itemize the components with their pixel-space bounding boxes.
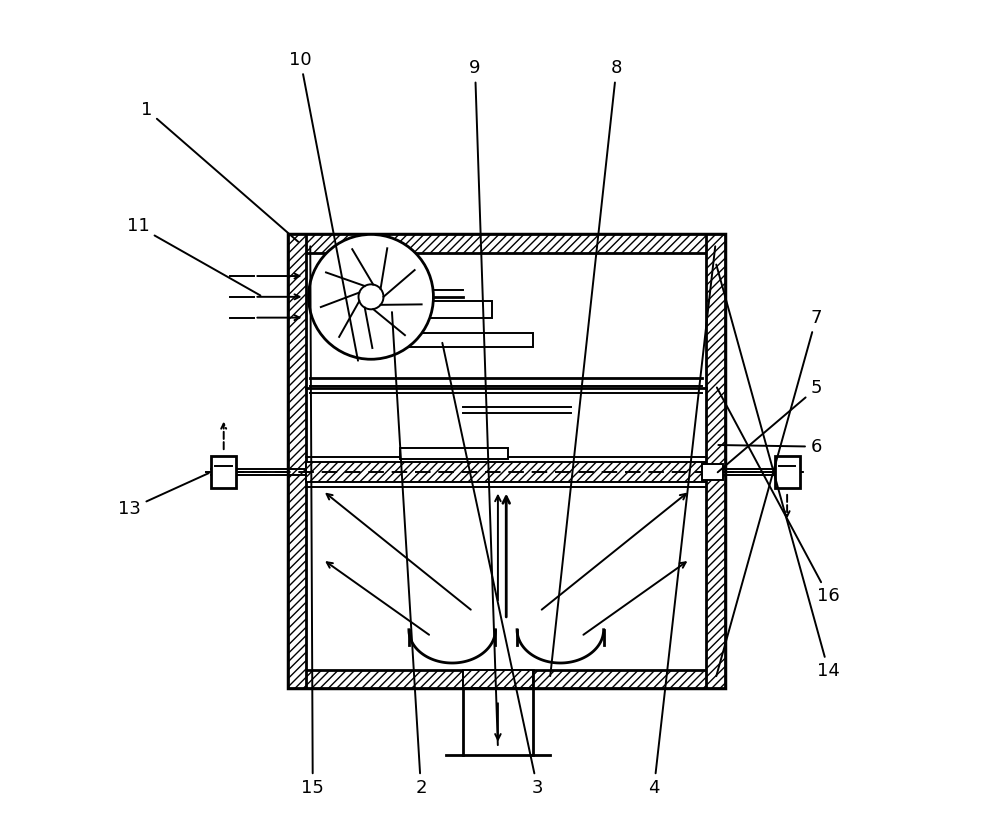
Text: 11: 11 (127, 217, 260, 296)
Circle shape (359, 285, 383, 309)
Text: 1: 1 (141, 100, 298, 242)
Text: 16: 16 (717, 387, 840, 605)
Text: 7: 7 (716, 309, 822, 676)
Bar (288, 235, 306, 688)
Text: 9: 9 (469, 59, 498, 745)
Bar (350, 301, 492, 317)
Bar (463, 670, 533, 688)
Bar (288, 235, 725, 688)
Text: 8: 8 (550, 59, 622, 676)
Bar (400, 448, 508, 459)
Bar (288, 670, 725, 688)
Bar (306, 462, 706, 483)
Text: 14: 14 (716, 265, 840, 681)
Text: 2: 2 (392, 312, 427, 797)
Text: 5: 5 (718, 379, 822, 473)
Text: 6: 6 (718, 438, 822, 456)
Bar (702, 463, 723, 480)
Text: 15: 15 (301, 246, 324, 797)
Text: 3: 3 (442, 343, 543, 797)
Text: 4: 4 (648, 246, 715, 797)
Bar (211, 456, 236, 488)
Bar (288, 235, 725, 253)
Bar (375, 333, 533, 347)
Bar (288, 235, 725, 253)
Bar (706, 235, 725, 688)
Circle shape (309, 235, 433, 359)
Bar (306, 462, 706, 483)
Text: 10: 10 (289, 51, 358, 361)
Bar (775, 456, 800, 488)
Bar (288, 670, 725, 688)
Bar (463, 670, 533, 688)
Bar (706, 235, 725, 688)
Text: 13: 13 (118, 473, 209, 518)
Bar (288, 235, 306, 688)
